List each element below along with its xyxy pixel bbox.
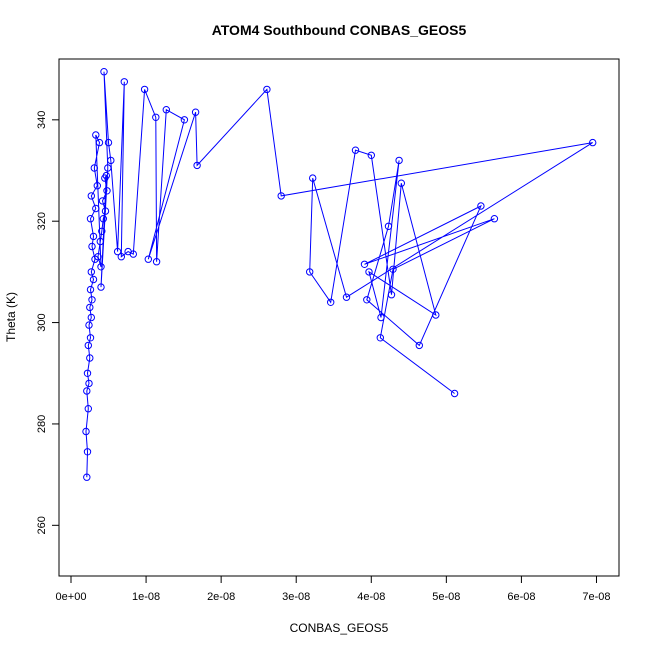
- y-tick-label: 300: [36, 313, 48, 331]
- data-point: [490, 215, 499, 223]
- data-point: [102, 171, 111, 180]
- data-point: [83, 448, 92, 456]
- data-point: [93, 182, 102, 190]
- data-point: [96, 237, 105, 246]
- x-tick-label: 0e+00: [56, 591, 87, 603]
- y-axis-label: Theta (K): [4, 292, 18, 342]
- x-axis-label: CONBAS_GEOS5: [290, 621, 389, 635]
- data-point: [104, 164, 112, 172]
- data-point: [342, 293, 351, 301]
- data-point: [377, 313, 385, 322]
- data-point: [477, 202, 485, 210]
- data-point: [367, 151, 375, 160]
- data-point: [277, 192, 285, 200]
- data-point: [432, 311, 440, 319]
- y-axis: 260 280 300 320 340: [36, 111, 60, 534]
- y-tick-label: 280: [36, 415, 48, 433]
- data-point: [327, 298, 335, 306]
- data-point: [191, 108, 200, 116]
- data-point: [88, 296, 96, 304]
- data-point: [113, 247, 122, 256]
- data-point: [107, 156, 115, 165]
- data-point: [86, 303, 94, 312]
- data-point: [387, 291, 396, 299]
- y-tick-label: 340: [36, 111, 48, 129]
- data-point: [363, 296, 371, 304]
- data-point: [97, 263, 105, 271]
- data-point: [104, 138, 113, 147]
- data-point: [87, 313, 96, 322]
- data-point: [120, 78, 129, 86]
- data-point: [306, 268, 314, 276]
- data-point: [83, 473, 91, 481]
- data-point: [86, 215, 95, 223]
- x-axis: 0e+00 1e-08 2e-08 3e-08 4e-08 5e-08 6e-08 7e-08: [56, 575, 611, 603]
- data-point: [140, 85, 149, 94]
- y-tick-label: 260: [36, 516, 48, 534]
- data-point: [100, 68, 108, 76]
- data-point: [101, 207, 110, 215]
- y-tick-label: 320: [36, 212, 48, 230]
- data-point: [85, 321, 93, 329]
- data-point: [85, 379, 93, 388]
- data-point: [83, 369, 92, 377]
- data-point: [351, 146, 360, 154]
- data-point: [389, 265, 397, 273]
- data-point: [152, 113, 160, 122]
- data-point: [86, 334, 95, 342]
- data-point: [88, 242, 96, 251]
- x-tick-label: 3e-08: [282, 591, 310, 603]
- data-point: [99, 215, 108, 223]
- plot-area: [58, 58, 620, 577]
- series-line: [85, 71, 593, 478]
- data-point: [89, 232, 98, 241]
- data-point: [86, 354, 94, 362]
- data-point: [83, 387, 91, 395]
- x-tick-label: 1e-08: [132, 591, 160, 603]
- x-tick-label: 5e-08: [432, 591, 460, 603]
- data-point: [87, 268, 96, 276]
- data-point: [450, 389, 459, 398]
- data-point: [360, 260, 369, 268]
- data-point: [87, 192, 96, 200]
- data-point: [376, 334, 384, 342]
- data-point: [365, 268, 373, 276]
- data-point: [129, 250, 138, 258]
- data-point: [92, 131, 100, 139]
- data-point: [397, 179, 405, 187]
- data-point: [415, 341, 423, 350]
- data-point: [162, 106, 171, 114]
- series-layer: [82, 68, 597, 481]
- data-point: [89, 275, 98, 284]
- data-point: [82, 427, 90, 436]
- data-point: [395, 156, 403, 165]
- data-point: [98, 197, 107, 205]
- x-tick-label: 6e-08: [507, 591, 535, 603]
- data-point: [97, 283, 105, 291]
- data-point: [152, 258, 161, 266]
- data-point: [94, 253, 102, 261]
- data-point: [263, 85, 271, 94]
- data-point: [180, 116, 189, 124]
- data-point: [95, 138, 104, 147]
- data-point: [84, 341, 93, 350]
- x-tick-label: 2e-08: [207, 591, 235, 603]
- data-point: [98, 227, 106, 236]
- x-tick-label: 7e-08: [582, 591, 610, 603]
- data-point: [193, 161, 201, 170]
- chart-title: ATOM4 Southbound CONBAS_GEOS5: [212, 22, 467, 38]
- data-point: [384, 222, 393, 231]
- data-point: [84, 405, 93, 413]
- data-point: [144, 255, 153, 263]
- data-point: [309, 174, 317, 182]
- data-point: [103, 187, 111, 195]
- data-point: [589, 138, 597, 147]
- data-point: [86, 285, 95, 294]
- data-point: [90, 164, 99, 172]
- data-point: [92, 204, 100, 213]
- data-point: [117, 253, 126, 261]
- x-tick-label: 4e-08: [357, 591, 385, 603]
